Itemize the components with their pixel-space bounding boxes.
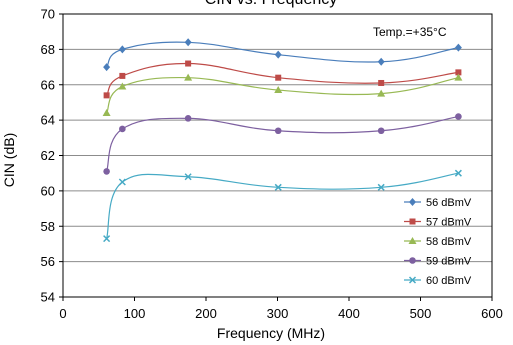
x-tick-label: 100 xyxy=(124,306,146,321)
y-tick-label: 66 xyxy=(41,77,55,92)
data-point xyxy=(184,73,193,81)
data-point xyxy=(103,168,110,175)
data-point xyxy=(454,169,462,177)
x-tick-label: 200 xyxy=(195,306,217,321)
legend-marker xyxy=(409,218,416,225)
series-0 xyxy=(103,38,462,72)
legend-marker xyxy=(408,237,417,244)
y-axis-ticks: 54 56 58 60 62 64 66 68 70 xyxy=(41,7,63,305)
legend-label: 57 dBmV xyxy=(426,217,472,229)
x-tick-label: 0 xyxy=(59,306,66,321)
legend-marker xyxy=(409,198,416,206)
legend-item: 59 dBmV xyxy=(404,256,472,268)
data-point xyxy=(103,92,110,99)
legend-label: 56 dBmV xyxy=(426,197,472,209)
y-tick-label: 56 xyxy=(41,254,55,269)
data-point xyxy=(119,125,126,133)
data-point xyxy=(275,74,282,81)
y-tick-label: 60 xyxy=(41,183,55,198)
data-point xyxy=(274,127,282,135)
data-point xyxy=(184,115,192,122)
legend-marker xyxy=(408,276,417,284)
data-point xyxy=(102,109,111,117)
data-point xyxy=(103,235,111,243)
chart-title: CIN vs. Frequency xyxy=(205,0,337,8)
legend-item: 56 dBmV xyxy=(404,197,472,209)
data-point xyxy=(377,57,385,66)
series-3 xyxy=(103,113,462,175)
x-tick-label: 500 xyxy=(410,306,432,321)
x-tick-label: 400 xyxy=(338,306,360,321)
x-axis-ticks: 0 100 200 300 400 500 600 xyxy=(59,297,503,321)
data-point xyxy=(184,38,192,47)
data-point xyxy=(118,45,126,54)
legend-item: 58 dBmV xyxy=(404,236,472,248)
legend-item: 60 dBmV xyxy=(404,275,472,287)
series-line xyxy=(106,115,459,172)
data-point xyxy=(377,183,385,191)
legend-marker xyxy=(409,257,416,264)
data-point xyxy=(274,183,282,191)
data-point xyxy=(454,43,462,52)
data-point xyxy=(455,113,462,120)
data-point xyxy=(185,60,192,67)
x-tick-label: 600 xyxy=(481,306,503,321)
y-tick-label: 54 xyxy=(41,290,55,305)
grid-lines xyxy=(63,48,492,263)
series-1 xyxy=(103,60,462,99)
series-line xyxy=(106,76,459,114)
data-point xyxy=(377,89,386,97)
y-tick-label: 64 xyxy=(41,113,55,128)
y-tick-label: 62 xyxy=(41,148,55,163)
data-point xyxy=(103,63,111,72)
data-point xyxy=(118,82,127,90)
x-axis-label: Frequency (MHz) xyxy=(217,325,325,341)
x-tick-label: 300 xyxy=(267,306,289,321)
data-point xyxy=(378,79,385,86)
legend-label: 59 dBmV xyxy=(426,256,472,268)
series-line xyxy=(106,41,459,68)
data-point xyxy=(184,173,192,181)
legend: 56 dBmV 57 dBmV 58 dBmV 59 dBmV 60 dBmV xyxy=(404,197,472,287)
data-point xyxy=(454,73,463,81)
series-group xyxy=(102,38,463,243)
data-point xyxy=(119,72,126,79)
temperature-annotation: Temp.=+35°C xyxy=(373,25,447,39)
series-line xyxy=(106,172,459,239)
data-point xyxy=(274,50,282,59)
data-point xyxy=(377,127,385,135)
y-tick-label: 68 xyxy=(41,42,55,57)
data-point xyxy=(274,86,283,94)
series-4 xyxy=(103,169,462,243)
series-2 xyxy=(102,73,463,117)
legend-item: 57 dBmV xyxy=(404,217,472,229)
data-point xyxy=(455,69,462,76)
y-tick-label: 70 xyxy=(41,7,55,22)
y-axis-label: CIN (dB) xyxy=(1,133,17,187)
y-tick-label: 58 xyxy=(41,219,55,234)
data-point xyxy=(118,178,126,186)
legend-label: 58 dBmV xyxy=(426,236,472,248)
legend-label: 60 dBmV xyxy=(426,275,472,287)
